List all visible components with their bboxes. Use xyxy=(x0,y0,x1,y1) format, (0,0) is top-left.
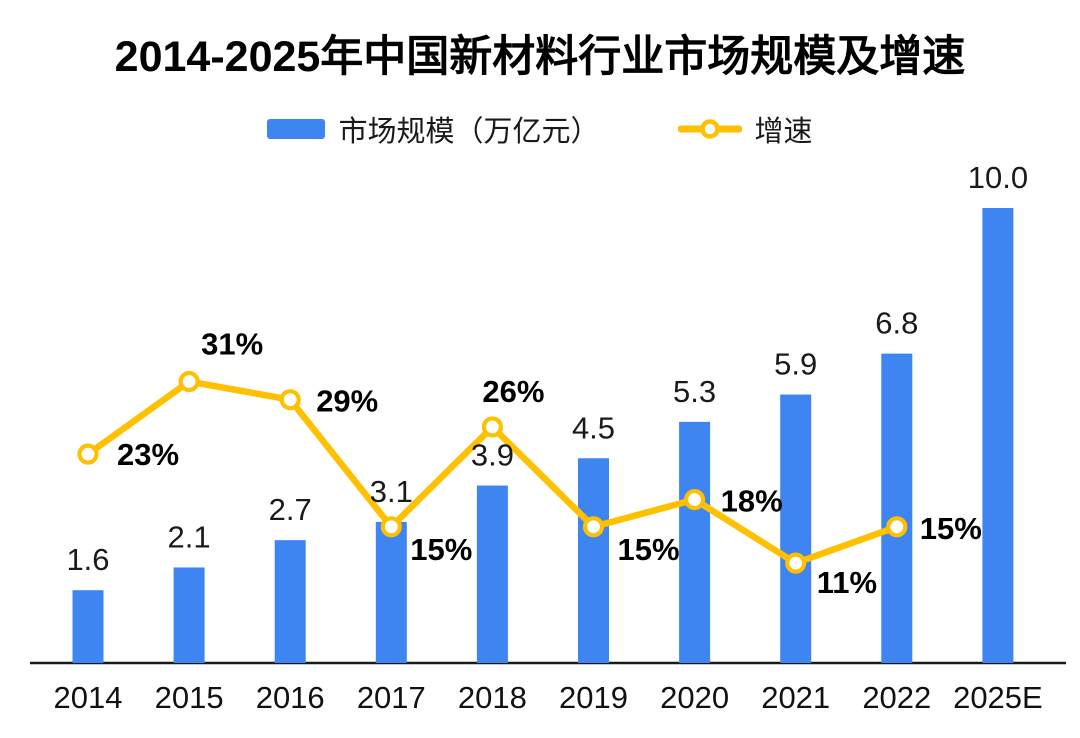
legend-item-growth: 增速 xyxy=(677,108,813,150)
x-axis-label-2015: 2015 xyxy=(155,680,224,715)
growth-marker-2017 xyxy=(380,516,402,538)
growth-value-label-2019: 15% xyxy=(618,532,680,567)
x-axis-label-2022: 2022 xyxy=(862,680,931,715)
bar-2022 xyxy=(881,353,913,663)
bar-2016 xyxy=(274,540,306,663)
growth-marker-2022 xyxy=(886,516,908,538)
legend: 市场规模（万亿元） 增速 xyxy=(0,108,1080,150)
growth-marker-2020 xyxy=(683,488,706,511)
bar-value-label-2017: 3.1 xyxy=(370,474,413,509)
bar-value-label-2020: 5.3 xyxy=(673,374,716,409)
growth-value-label-2017: 15% xyxy=(410,532,472,567)
x-axis-label-2016: 2016 xyxy=(256,680,325,715)
legend-label-growth: 增速 xyxy=(754,116,813,148)
growth-value-label-2021: 11% xyxy=(817,565,877,600)
x-axis-label-2025E: 2025E xyxy=(953,680,1043,715)
growth-marker-2018 xyxy=(481,416,503,438)
line-legend-swatch xyxy=(677,118,742,140)
bar-value-label-2019: 4.5 xyxy=(572,410,615,445)
bar-value-label-2025E: 10.0 xyxy=(968,160,1028,195)
legend-label-market-size: 市场规模（万亿元） xyxy=(338,116,600,148)
bar-2015 xyxy=(173,567,205,663)
bar-value-label-2016: 2.7 xyxy=(269,492,312,527)
growth-marker-2015 xyxy=(178,370,200,393)
bar-value-label-2021: 5.9 xyxy=(774,347,817,382)
growth-marker-2016 xyxy=(279,389,301,411)
growth-marker-2019 xyxy=(582,516,605,538)
growth-value-label-2020: 18% xyxy=(721,484,783,519)
bar-value-label-2014: 1.6 xyxy=(66,542,109,577)
bar-value-label-2022: 6.8 xyxy=(875,306,918,341)
bar-2014 xyxy=(72,590,104,663)
x-axis-label-2020: 2020 xyxy=(660,680,729,715)
x-axis-label-2019: 2019 xyxy=(559,680,628,715)
bar-2025E xyxy=(982,208,1014,663)
chart-title: 2014-2025年中国新材料行业市场规模及增速 xyxy=(114,33,966,81)
bar-2017 xyxy=(375,521,407,663)
growth-value-label-2014: 23% xyxy=(117,437,179,472)
bar-2020 xyxy=(679,421,711,663)
growth-value-label-2022: 15% xyxy=(920,511,982,546)
growth-marker-2014 xyxy=(77,443,99,465)
growth-value-label-2016: 29% xyxy=(316,384,378,419)
x-axis-label-2017: 2017 xyxy=(357,680,426,715)
bar-legend-swatch xyxy=(267,119,326,139)
x-axis-label-2014: 2014 xyxy=(54,680,123,715)
growth-value-label-2018: 26% xyxy=(482,374,544,409)
bar-2021 xyxy=(780,394,812,663)
x-axis-label-2018: 2018 xyxy=(458,680,527,715)
x-axis-label-2021: 2021 xyxy=(761,680,830,715)
growth-marker-2021 xyxy=(785,552,807,574)
bar-value-label-2015: 2.1 xyxy=(168,519,211,554)
bar-value-label-2018: 3.9 xyxy=(471,438,514,473)
growth-value-label-2015: 31% xyxy=(201,327,263,362)
bar-2019 xyxy=(578,458,609,663)
bar-2018 xyxy=(476,485,508,663)
legend-item-market-size: 市场规模（万亿元） xyxy=(267,108,600,150)
